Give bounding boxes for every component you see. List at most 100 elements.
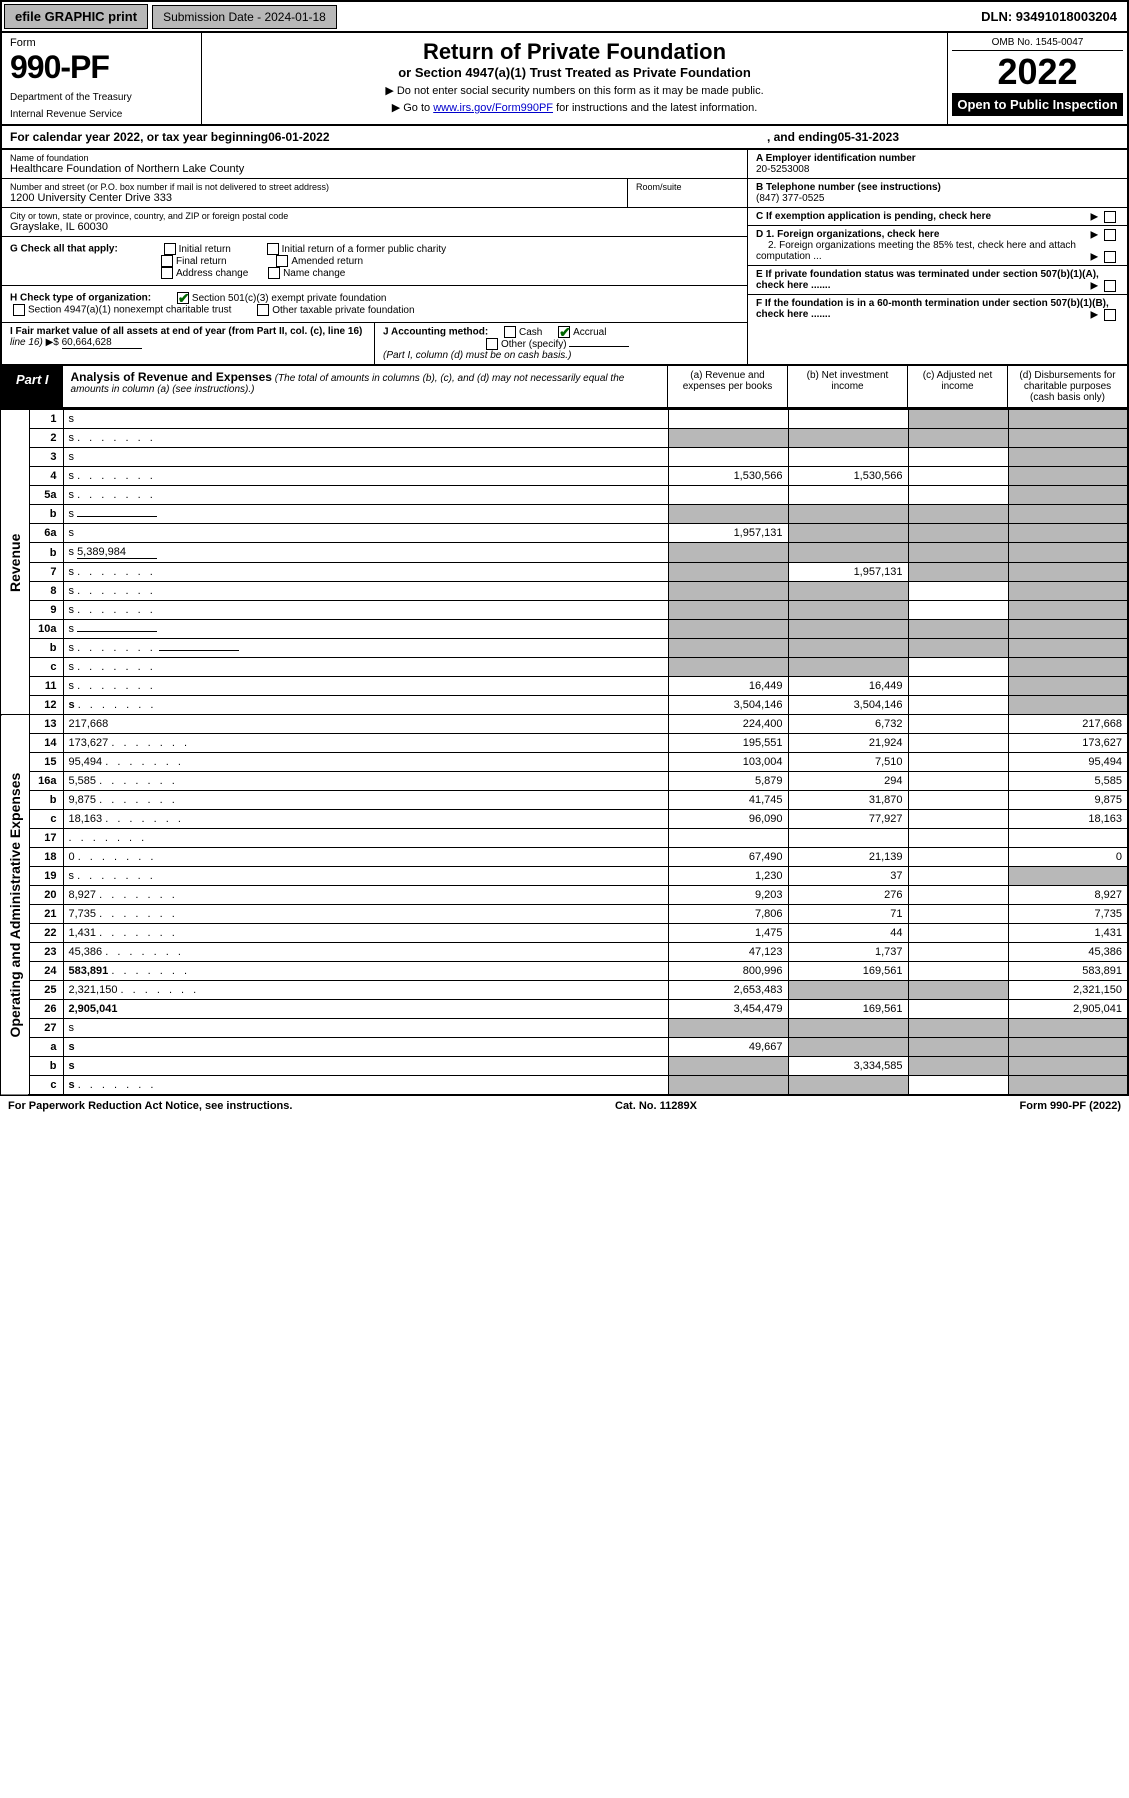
chk-cash[interactable] [504,326,516,338]
chk-d2[interactable] [1104,251,1116,263]
table-row: as49,667 [1,1038,1128,1057]
cell-a: 3,454,479 [668,1000,788,1019]
cell-d: 5,585 [1008,772,1128,791]
chk-name-change[interactable] [268,267,280,279]
tax-year: 2022 [952,51,1123,93]
i-label: I Fair market value of all assets at end… [10,326,362,337]
cell-d: 18,163 [1008,810,1128,829]
cell-c [908,886,1008,905]
cell-d [1008,1038,1128,1057]
line-desc: . . . . . . . [63,829,668,848]
chk-e[interactable] [1104,280,1116,292]
table-row: 24583,891 . . . . . . .800,996169,561583… [1,962,1128,981]
cell-d: 173,627 [1008,734,1128,753]
line-number: 5a [29,486,63,505]
table-row: 221,431 . . . . . . .1,475441,431 [1,924,1128,943]
cell-d [1008,829,1128,848]
cell-d [1008,1076,1128,1096]
line-desc: 5,585 . . . . . . . [63,772,668,791]
cell-a [668,1019,788,1038]
line-desc: s . . . . . . . [63,563,668,582]
chk-c[interactable] [1104,211,1116,223]
chk-amended[interactable] [276,255,288,267]
cell-c [908,829,1008,848]
cell-a: 47,123 [668,943,788,962]
d2-label: 2. Foreign organizations meeting the 85%… [756,240,1076,262]
line-desc: 583,891 . . . . . . . [63,962,668,981]
chk-accrual[interactable] [558,326,570,338]
cell-c [908,715,1008,734]
f-label: F If the foundation is in a 60-month ter… [756,298,1109,320]
cell-a [668,829,788,848]
cell-a [668,1057,788,1076]
cell-a [668,620,788,639]
line-desc: 7,735 . . . . . . . [63,905,668,924]
cell-a [668,658,788,677]
table-row: 262,905,0413,454,479169,5612,905,041 [1,1000,1128,1019]
j-label: J Accounting method: [383,327,488,338]
line-desc: s . . . . . . . [63,867,668,886]
cell-c [908,429,1008,448]
chk-f[interactable] [1104,309,1116,321]
chk-initial-former[interactable] [267,243,279,255]
cell-c [908,981,1008,1000]
f-row: F If the foundation is in a 60-month ter… [748,295,1127,323]
table-row: 180 . . . . . . .67,49021,1390 [1,848,1128,867]
chk-other-taxable[interactable] [257,304,269,316]
chk-address-change[interactable] [161,267,173,279]
line-desc: s [63,1038,668,1057]
chk-final-return[interactable] [161,255,173,267]
line-number: 14 [29,734,63,753]
line-number: 18 [29,848,63,867]
opt-initial: Initial return [179,244,231,255]
chk-other-method[interactable] [486,338,498,350]
table-row: 19s . . . . . . .1,23037 [1,867,1128,886]
cell-c [908,410,1008,429]
line-number: c [29,810,63,829]
calyear-pre: For calendar year 2022, or tax year begi… [10,130,268,144]
chk-501c3[interactable] [177,292,189,304]
dept-irs: Internal Revenue Service [10,109,193,120]
cell-d [1008,448,1128,467]
opt-amended: Amended return [291,256,363,267]
info-right: A Employer identification number 20-5253… [747,150,1127,364]
cell-a [668,639,788,658]
footer: For Paperwork Reduction Act Notice, see … [0,1096,1129,1116]
line-number: 21 [29,905,63,924]
efile-print-btn[interactable]: efile GRAPHIC print [4,4,148,29]
omb-number: OMB No. 1545-0047 [952,37,1123,51]
table-row: 6as1,957,131 [1,524,1128,543]
table-row: 3s [1,448,1128,467]
cell-d: 217,668 [1008,715,1128,734]
calyear-begin: 06-01-2022 [268,130,329,144]
cell-a: 3,504,146 [668,696,788,715]
line-desc: 95,494 . . . . . . . [63,753,668,772]
cell-b: 37 [788,867,908,886]
cell-a: 224,400 [668,715,788,734]
cell-b [788,658,908,677]
chk-d1[interactable] [1104,229,1116,241]
cell-c [908,524,1008,543]
table-row: 1595,494 . . . . . . .103,0047,51095,494 [1,753,1128,772]
sect-h: H Check type of organization: Section 50… [2,286,747,323]
cell-d: 7,735 [1008,905,1128,924]
line-number: 10a [29,620,63,639]
line-number: 13 [29,715,63,734]
chk-initial-return[interactable] [164,243,176,255]
cell-c [908,962,1008,981]
opt-accrual: Accrual [573,327,606,338]
cell-d [1008,524,1128,543]
line-number: 25 [29,981,63,1000]
cell-c [908,867,1008,886]
cell-c [908,1038,1008,1057]
cell-a: 2,653,483 [668,981,788,1000]
cell-b: 1,957,131 [788,563,908,582]
chk-4947[interactable] [13,304,25,316]
cell-a: 800,996 [668,962,788,981]
cell-c [908,924,1008,943]
part1-grid: Revenue1s2s . . . . . . .3s4s . . . . . … [0,409,1129,1096]
line-number: 12 [29,696,63,715]
form990pf-link[interactable]: www.irs.gov/Form990PF [433,102,553,114]
cell-c [908,582,1008,601]
part1-header: Part I Analysis of Revenue and Expenses … [0,366,1129,409]
